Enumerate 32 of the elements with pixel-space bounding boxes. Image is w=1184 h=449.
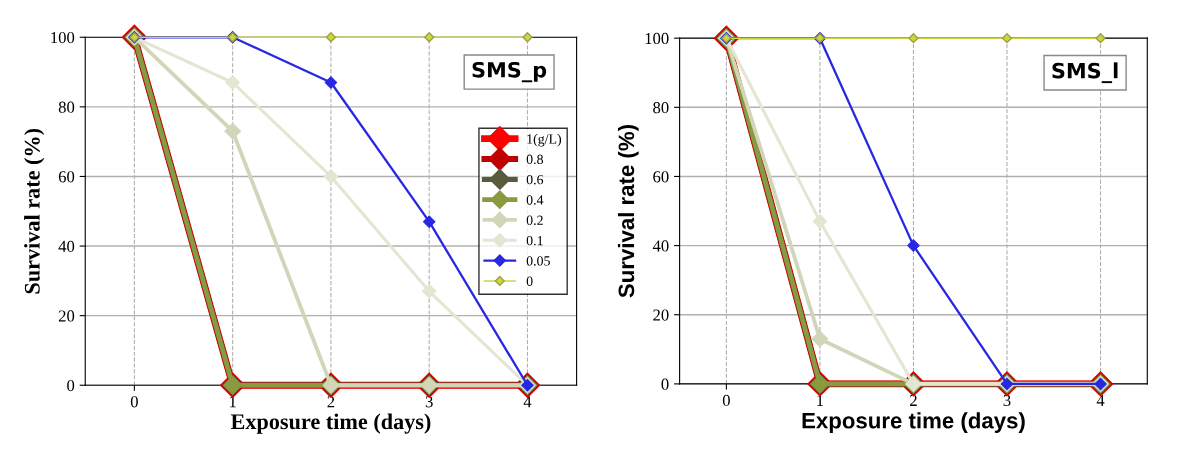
x-tick-label: 4 bbox=[1096, 394, 1105, 406]
legend-label: 0 bbox=[526, 276, 533, 286]
y-tick-label: 60 bbox=[653, 171, 669, 183]
legend-label: 0.4 bbox=[526, 195, 544, 205]
y-tick-label: 80 bbox=[58, 101, 75, 113]
y-tick-label: 0 bbox=[67, 379, 75, 392]
x-tick-label: 0 bbox=[722, 394, 730, 407]
legend-label: 0.6 bbox=[526, 174, 544, 185]
y-axis-title: Survival rate (%) bbox=[24, 128, 45, 294]
legend-label: 1(g/L) bbox=[527, 133, 562, 147]
y-tick-label: 60 bbox=[58, 171, 75, 183]
y-tick-label: 20 bbox=[58, 310, 75, 322]
y-tick-label: 80 bbox=[653, 102, 669, 114]
x-tick-label: 2 bbox=[910, 394, 917, 406]
x-tick-label: 4 bbox=[523, 396, 532, 408]
x-tick-label: 1 bbox=[229, 396, 236, 408]
y-tick-label: 40 bbox=[58, 240, 75, 252]
y-tick-label: 20 bbox=[653, 309, 669, 321]
legend-label: 0.05 bbox=[526, 256, 550, 266]
x-tick-label: 0 bbox=[130, 396, 138, 408]
x-axis-title: Exposure time (days) bbox=[802, 412, 1025, 433]
legend-label: 0.2 bbox=[526, 215, 543, 226]
legend-label: 0.8 bbox=[526, 154, 543, 165]
y-tick-label: 0 bbox=[661, 378, 669, 390]
x-axis-title: Exposure time (days) bbox=[230, 413, 431, 434]
legend-label: 0.1 bbox=[526, 235, 543, 246]
y-axis-title: Survival rate (%) bbox=[617, 125, 639, 298]
annotation: SMS_p bbox=[472, 61, 547, 83]
y-tick-label: 40 bbox=[652, 240, 669, 252]
y-tick-label: 100 bbox=[51, 31, 75, 44]
y-tick-label: 100 bbox=[645, 32, 669, 45]
annotation: SMS_l bbox=[1052, 62, 1118, 84]
